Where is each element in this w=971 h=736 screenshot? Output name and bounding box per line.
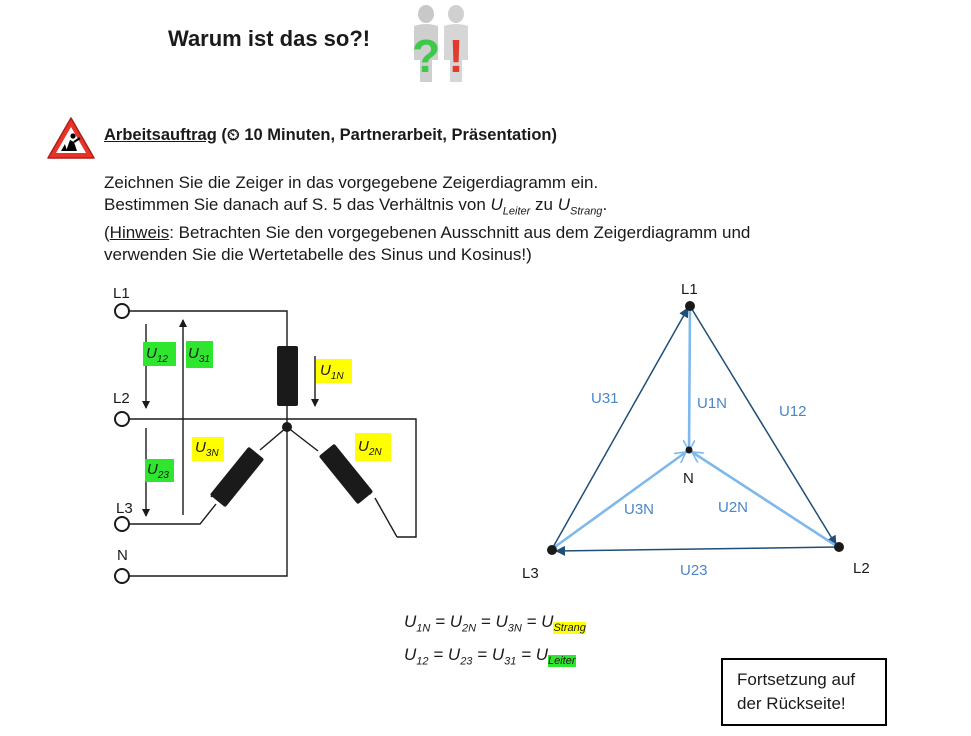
label-u12: U12 [146,345,168,365]
terminal-l3-label: L3 [116,500,133,517]
windings [210,346,373,507]
task-heading-meta: (⏲ 10 Minuten, Partnerarbeit, Präsentati… [216,126,557,144]
hint-line: (Hinweis: Betrachten Sie den vorgegebene… [104,223,751,243]
u-strang: UStrang [557,194,603,217]
label-u3n: U3N [195,439,219,459]
instruction-line-4: verwenden Sie die Wertetabelle des Sinus… [104,244,532,264]
terminal-n [114,568,130,584]
continue-note-line-1: Fortsetzung auf [737,670,856,689]
hint-text: : Betrachten Sie den vorgegebenen Aussch… [169,223,751,243]
hint-label: Hinweis [109,223,170,243]
label-u23: U23 [147,461,169,481]
continue-note-line-2: der Rückseite! [737,694,846,713]
equation-strang: U1N = U2N = U3N = UStrang [404,612,586,635]
winding-3 [210,447,264,507]
node-n-label: N [683,470,694,487]
node-l2-label: L2 [853,560,870,577]
phasor-u31 [551,307,689,550]
winding-1 [277,346,298,406]
task-heading: Arbeitsauftrag (⏲ 10 Minuten, Partnerarb… [104,126,557,145]
star-point [282,422,292,432]
terminal-l3 [114,516,130,532]
task-instructions: Zeichnen Sie die Zeiger in das vorgegebe… [104,172,750,265]
phasor-label-u1n: U1N [697,395,727,412]
phasor-u1n [689,307,690,451]
two-people-question-icon: ? ! [412,5,468,82]
instruction-line-1: Zeichnen Sie die Zeiger in das vorgegebe… [104,173,599,192]
svg-text:?: ? [412,30,440,82]
node-l1-label: L1 [681,281,698,298]
phasor-diagram [551,305,839,556]
phasor-label-u12: U12 [779,403,807,420]
label-u31: U31 [188,345,210,365]
phasor-u2n [692,450,839,549]
phasor-u12 [689,305,837,546]
leiter-subscript: Leiter [548,655,576,668]
star-circuit [114,303,417,584]
arrow-u2n [331,465,372,495]
node-n [685,446,693,454]
equation-leiter: U12 = U23 = U31 = ULeiter [404,645,576,668]
instruction-line-2-text: Bestimmen Sie danach auf S. 5 das Verhäl… [104,194,491,214]
phasor-u23 [555,545,839,556]
terminal-l2 [114,411,130,427]
terminal-l1-label: L1 [113,285,130,302]
node-l1 [685,301,695,311]
construction-warning-icon [47,117,95,159]
phasor-label-u2n: U2N [718,499,748,516]
phasor-label-u3n: U3N [624,501,654,518]
label-u1n: U1N [320,362,344,382]
strang-subscript: Strang [553,622,586,635]
phasor-u3n [551,450,686,551]
svg-text:!: ! [448,30,463,82]
winding-2 [319,444,373,504]
u-leiter: ULeiter [490,194,531,217]
node-l3-label: L3 [522,565,539,582]
continue-note: Fortsetzung auf der Rückseite! [721,658,887,726]
node-l2 [834,542,844,552]
phasor-label-u31: U31 [591,390,619,407]
node-l3 [547,545,557,555]
page-title: Warum ist das so?! [168,26,371,51]
phasor-label-u23: U23 [680,562,708,579]
terminal-l2-label: L2 [113,390,130,407]
task-heading-label: Arbeitsauftrag [104,126,217,144]
terminal-l1 [114,303,130,319]
instruction-line-2-mid: zu [530,194,558,214]
instruction-line-2: Bestimmen Sie danach auf S. 5 das Verhäl… [104,194,608,217]
terminal-n-label: N [117,547,128,564]
label-u2n: U2N [358,438,382,458]
arrow-u3n [210,467,242,498]
